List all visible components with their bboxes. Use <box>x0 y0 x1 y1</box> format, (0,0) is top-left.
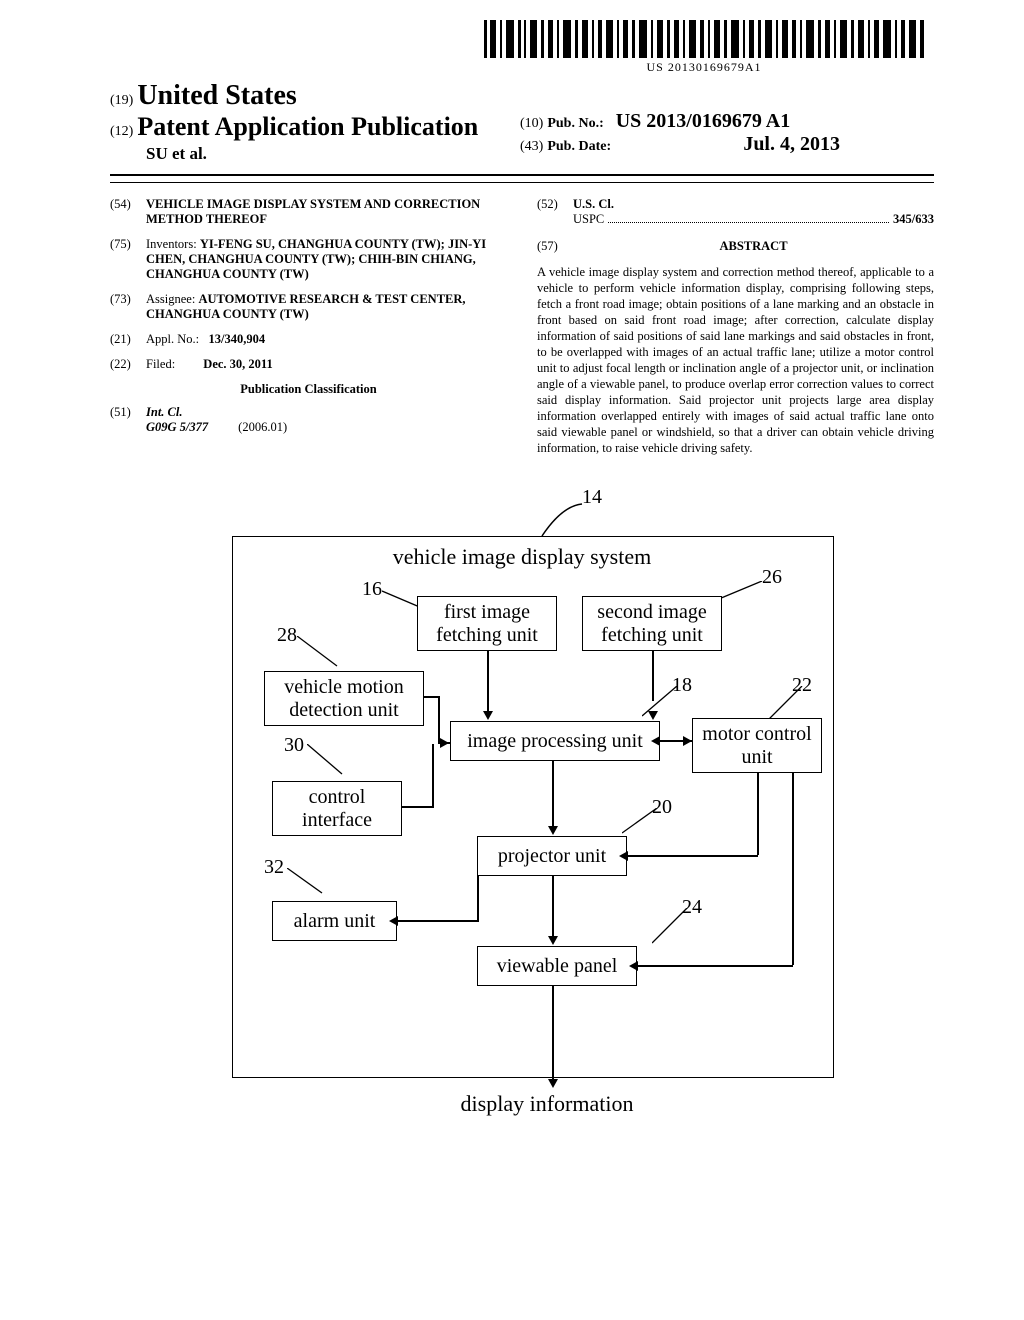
uspc-value: 345/633 <box>893 212 934 227</box>
title: VEHICLE IMAGE DISPLAY SYSTEM AND CORRECT… <box>146 197 507 227</box>
intcl-code: G09G 5/377 <box>146 420 208 435</box>
motion-box: vehicle motion detection unit <box>264 671 424 726</box>
motor-box: motor control unit <box>692 718 822 773</box>
code-52: (52) <box>537 197 573 227</box>
code-75: (75) <box>110 237 146 282</box>
line-second-down <box>652 651 654 701</box>
lead-32 <box>287 868 332 898</box>
alarm-box: alarm unit <box>272 901 397 941</box>
rule-thin <box>110 182 934 183</box>
code-73: (73) <box>110 292 146 322</box>
line-motion-h2 <box>438 742 450 744</box>
line-alarm-v <box>477 876 479 922</box>
viewable-box: viewable panel <box>477 946 637 986</box>
barcode-graphic <box>484 20 924 58</box>
biblio: (54) VEHICLE IMAGE DISPLAY SYSTEM AND CO… <box>110 197 934 456</box>
line-motor-proj-v <box>757 773 759 855</box>
publication-type: Patent Application Publication <box>137 112 478 141</box>
img-proc-box: image processing unit <box>450 721 660 761</box>
barcode-text: US 20130169679A1 <box>484 60 924 75</box>
line-motor-view-h <box>637 965 793 967</box>
pubdate-value: Jul. 4, 2013 <box>743 133 840 156</box>
country: United States <box>137 80 296 111</box>
line-motor-proj-h <box>627 855 758 857</box>
arrow-motor-to-proc <box>651 736 660 746</box>
abstract-heading: ABSTRACT <box>573 239 934 254</box>
pubno-label: Pub. No.: <box>547 116 603 131</box>
system-title: vehicle image display system <box>192 544 852 570</box>
line-motion-v <box>438 696 440 744</box>
line-first-down <box>487 651 489 671</box>
ref-16: 16 <box>362 578 382 601</box>
code-21: (21) <box>110 332 146 347</box>
appl-label: Appl. No.: <box>146 332 199 346</box>
line-ctrl-h <box>402 806 432 808</box>
patent-page: US 20130169679A1 (19) United States (12)… <box>0 0 1024 1320</box>
inventors-value: YI-FENG SU, CHANGHUA COUNTY (TW); JIN-YI… <box>146 237 486 281</box>
code-12: (12) <box>110 124 133 139</box>
line-to-alarm-h <box>397 920 477 922</box>
line-motor-view-v <box>792 773 794 965</box>
rule-thick <box>110 174 934 176</box>
arrow-to-alarm <box>389 916 398 926</box>
code-57: (57) <box>537 239 573 254</box>
pubno-value: US 2013/0169679 A1 <box>616 110 790 132</box>
line-motion-h <box>424 696 438 698</box>
display-info-label: display information <box>432 1091 662 1117</box>
arrow-proc-to-proj <box>548 826 558 835</box>
code-51: (51) <box>110 405 146 435</box>
intcl-year: (2006.01) <box>238 420 287 435</box>
lead-28 <box>297 636 347 671</box>
code-19: (19) <box>110 93 133 108</box>
arrow-first-to-proc <box>483 711 493 720</box>
arrow-second-to-proc <box>648 711 658 720</box>
arrow-motor-to-proj <box>619 851 628 861</box>
code-43: (43) <box>520 139 543 154</box>
barcode-block: US 20130169679A1 <box>484 20 924 75</box>
arrow-view-out <box>548 1079 558 1088</box>
line-proc-proj <box>552 761 554 828</box>
code-10: (10) <box>520 116 543 131</box>
biblio-left: (54) VEHICLE IMAGE DISPLAY SYSTEM AND CO… <box>110 197 507 456</box>
pubdate-label: Pub. Date: <box>547 139 611 154</box>
lead-24 <box>652 908 692 948</box>
arrow-proj-to-view <box>548 936 558 945</box>
uscl-label: U.S. Cl. <box>573 197 934 212</box>
inventors-label: Inventors: <box>146 237 197 251</box>
ref-28: 28 <box>277 624 297 647</box>
code-54: (54) <box>110 197 146 227</box>
assignee-label: Assignee: <box>146 292 195 306</box>
biblio-right: (52) U.S. Cl. USPC 345/633 (57) ABSTRACT… <box>537 197 934 456</box>
figure: 14 vehicle image display system 16 26 fi… <box>192 486 852 1126</box>
line-view-out <box>552 986 554 1081</box>
ref-32: 32 <box>264 856 284 879</box>
filed-label: Filed: <box>146 357 175 371</box>
pubclass-heading: Publication Classification <box>110 382 507 397</box>
ctrl-if-box: control interface <box>272 781 402 836</box>
pubnum-block: (10) Pub. No.: US 2013/0169679 A1 (43) P… <box>520 110 840 156</box>
second-image-box: second image fetching unit <box>582 596 722 651</box>
abstract-body: A vehicle image display system and corre… <box>537 264 934 456</box>
arrow-proc-to-motor <box>683 736 692 746</box>
lead-14 <box>532 496 592 541</box>
line-proj-view <box>552 876 554 938</box>
lead-30 <box>307 744 352 779</box>
arrow-motor-to-view <box>629 961 638 971</box>
projector-box: projector unit <box>477 836 627 876</box>
intcl-label: Int. Cl. <box>146 405 507 420</box>
lead-20 <box>622 808 662 838</box>
filed-value: Dec. 30, 2011 <box>203 357 272 371</box>
appl-value: 13/340,904 <box>209 332 266 346</box>
line-ctrl-v <box>432 744 434 808</box>
uspc-dots <box>608 212 889 223</box>
first-image-box: first image fetching unit <box>417 596 557 651</box>
uspc-label: USPC <box>573 212 604 227</box>
code-22: (22) <box>110 357 146 372</box>
line-first-to-proc <box>487 671 489 713</box>
ref-30: 30 <box>284 734 304 757</box>
